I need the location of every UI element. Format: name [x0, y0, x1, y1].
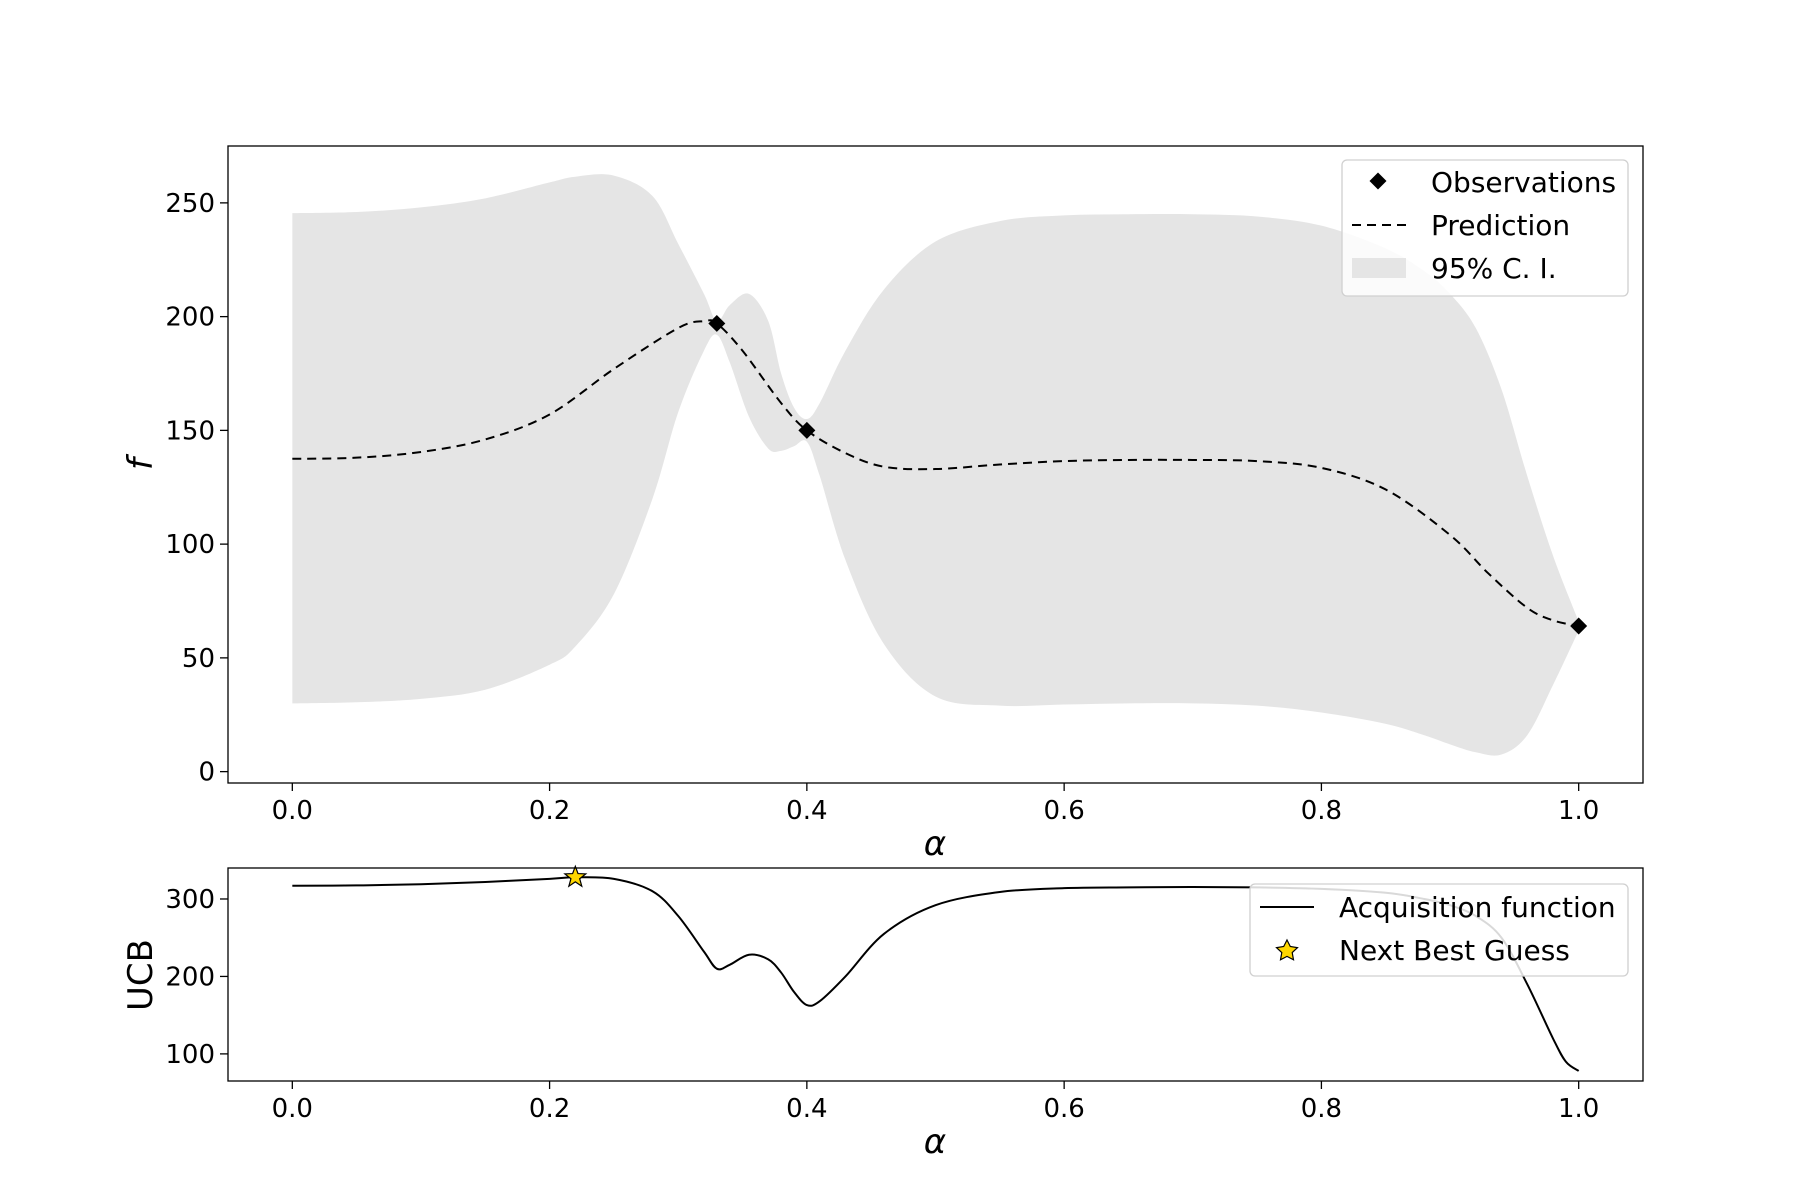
legend-ci-label: 95% C. I. — [1431, 252, 1557, 285]
top-x-tick-label: 0.0 — [272, 796, 313, 826]
top-panel: 0.0 0.2 0.4 0.6 0.8 1.0 0 50 100 150 200 250 α f O… — [121, 145, 1644, 864]
top-x-tick-label: 0.2 — [529, 796, 570, 826]
legend-acquisition-label: Acquisition function — [1339, 891, 1616, 924]
top-y-tick-label: 100 — [165, 530, 215, 560]
top-plot-area — [292, 174, 1588, 756]
top-axes-frame — [227, 145, 1644, 784]
top-y-tick-label: 250 — [165, 189, 215, 219]
observation-point — [708, 314, 726, 332]
bottom-x-tick-label: 0.2 — [529, 1094, 570, 1124]
bottom-x-tick-label: 0.0 — [272, 1094, 313, 1124]
bottom-x-tick-label: 0.8 — [1301, 1094, 1342, 1124]
top-y-tick-label: 200 — [165, 303, 215, 333]
prediction-line — [292, 319, 1579, 627]
top-legend: Observations Prediction 95% C. I. — [1341, 159, 1629, 297]
bottom-x-ticks: 0.0 0.2 0.4 0.6 0.8 1.0 — [272, 1081, 1599, 1124]
bottom-y-ticks: 100 200 300 — [165, 885, 228, 1070]
ci-band — [292, 174, 1579, 756]
top-y-axis-label: f — [121, 453, 161, 470]
observation-point — [1570, 617, 1588, 635]
top-x-tick-label: 0.8 — [1301, 796, 1342, 826]
bottom-x-axis-label: α — [924, 1122, 946, 1162]
legend-observations-label: Observations — [1431, 166, 1616, 199]
bottom-y-axis-label: UCB — [121, 939, 161, 1011]
bottom-x-tick-label: 0.4 — [786, 1094, 827, 1124]
top-y-ticks: 0 50 100 150 200 250 — [165, 189, 228, 788]
legend-next-best-guess-label: Next Best Guess — [1339, 934, 1570, 967]
bottom-axes-frame — [227, 867, 1644, 1082]
bottom-y-tick-label: 300 — [165, 885, 215, 915]
legend-prediction-label: Prediction — [1431, 209, 1570, 242]
top-y-tick-label: 0 — [198, 758, 215, 788]
top-y-tick-label: 50 — [182, 644, 215, 674]
legend-ci-swatch — [1352, 258, 1406, 278]
bottom-panel: 0.0 0.2 0.4 0.6 0.8 1.0 100 200 300 α UCB Acqui… — [121, 864, 1644, 1162]
next-best-guess-star — [563, 864, 588, 888]
bottom-x-tick-label: 1.0 — [1558, 1094, 1599, 1124]
top-x-ticks: 0.0 0.2 0.4 0.6 0.8 1.0 — [272, 783, 1599, 826]
top-x-tick-label: 0.4 — [786, 796, 827, 826]
top-legend-box — [1341, 159, 1629, 297]
top-x-axis-label: α — [924, 824, 946, 864]
bottom-y-tick-label: 100 — [165, 1040, 215, 1070]
bottom-legend-box — [1249, 883, 1629, 977]
bottom-legend: Acquisition function Next Best Guess — [1249, 883, 1629, 977]
bottom-y-tick-label: 200 — [165, 962, 215, 992]
top-y-tick-label: 150 — [165, 416, 215, 446]
bottom-x-tick-label: 0.6 — [1043, 1094, 1084, 1124]
legend-next-best-guess-star — [1275, 938, 1299, 961]
top-x-tick-label: 0.6 — [1043, 796, 1084, 826]
observation-point — [798, 421, 816, 439]
top-x-tick-label: 1.0 — [1558, 796, 1599, 826]
